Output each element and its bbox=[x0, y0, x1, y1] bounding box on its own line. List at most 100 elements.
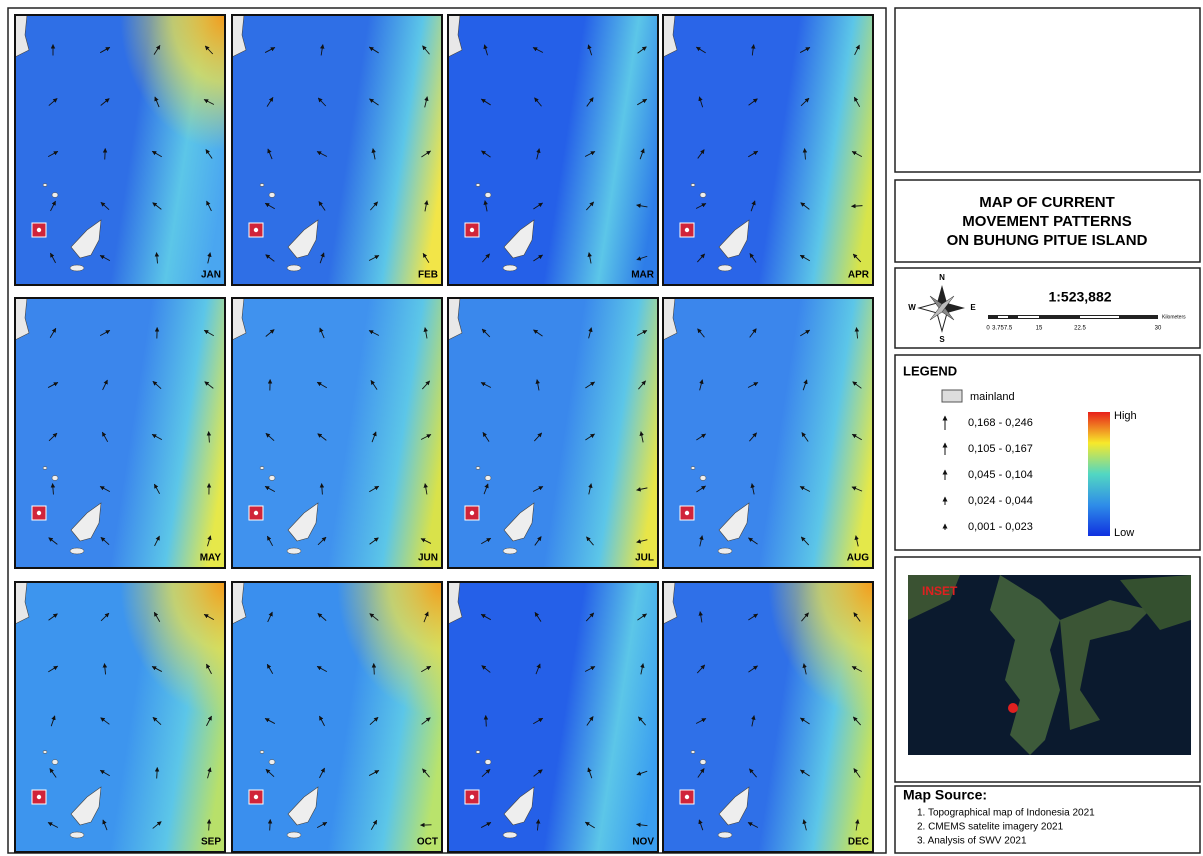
month-label: NOV bbox=[632, 837, 654, 848]
island bbox=[70, 786, 102, 826]
panel-hotspot bbox=[232, 582, 442, 852]
current-arrow bbox=[266, 96, 274, 107]
island bbox=[502, 547, 518, 555]
current-arrow bbox=[480, 822, 492, 828]
current-arrow bbox=[47, 382, 59, 388]
compass-s: S bbox=[939, 335, 945, 344]
current-arrow bbox=[319, 767, 325, 779]
current-arrow bbox=[317, 536, 327, 546]
current-arrow bbox=[801, 432, 809, 442]
island bbox=[259, 750, 265, 754]
source-box bbox=[894, 785, 1201, 854]
current-arrow bbox=[853, 96, 861, 108]
island bbox=[42, 750, 48, 754]
current-arrow bbox=[206, 663, 212, 675]
island bbox=[51, 759, 59, 765]
current-arrow bbox=[855, 819, 860, 831]
current-arrow bbox=[587, 44, 593, 56]
map-panel: DEC bbox=[662, 581, 874, 853]
map-panel: NOV bbox=[447, 581, 659, 853]
current-arrow bbox=[151, 433, 163, 441]
current-arrow bbox=[481, 150, 491, 158]
map-panel: AUG bbox=[662, 297, 874, 569]
island bbox=[503, 786, 535, 826]
site-dot bbox=[684, 794, 690, 800]
current-arrow bbox=[699, 535, 704, 547]
current-arrow bbox=[587, 252, 592, 264]
current-arrow bbox=[586, 716, 594, 726]
current-arrow bbox=[637, 613, 647, 621]
current-arrow bbox=[264, 718, 276, 724]
current-arrow bbox=[101, 431, 109, 443]
current-arrow bbox=[533, 717, 544, 725]
scale-tick-label: 3.75 bbox=[992, 326, 1004, 332]
panel-border bbox=[447, 297, 659, 569]
island bbox=[268, 759, 276, 765]
current-arrow bbox=[534, 97, 542, 107]
current-arrow bbox=[421, 665, 432, 673]
current-arrow bbox=[102, 819, 108, 831]
current-arrow bbox=[152, 716, 162, 726]
island bbox=[718, 502, 750, 542]
current-arrow bbox=[481, 328, 491, 338]
current-arrow bbox=[318, 201, 326, 211]
month-label: JUN bbox=[418, 553, 438, 564]
panel-border bbox=[231, 297, 443, 569]
current-arrow bbox=[424, 96, 429, 108]
current-arrow bbox=[47, 822, 59, 828]
current-arrow bbox=[370, 201, 378, 211]
site-dot bbox=[36, 510, 42, 516]
current-arrow bbox=[371, 148, 376, 160]
current-arrow bbox=[48, 98, 58, 106]
current-arrow bbox=[99, 46, 111, 54]
current-arrow bbox=[852, 381, 862, 389]
current-arrow bbox=[319, 252, 325, 264]
current-arrow bbox=[749, 768, 757, 778]
color-bar bbox=[1088, 412, 1110, 536]
current-arrow bbox=[154, 96, 160, 108]
current-arrow bbox=[421, 717, 431, 725]
current-arrow bbox=[532, 486, 544, 492]
mainland-swatch bbox=[941, 389, 963, 403]
title: MOVEMENT PATTERNS bbox=[962, 213, 1131, 230]
current-arrow bbox=[853, 612, 861, 622]
current-arrow bbox=[851, 151, 863, 157]
inset-map bbox=[908, 575, 1191, 755]
island bbox=[69, 831, 85, 839]
current-arrow bbox=[854, 535, 859, 547]
current-arrow bbox=[423, 611, 429, 623]
current-arrow bbox=[801, 612, 809, 622]
current-arrow bbox=[748, 613, 759, 621]
island bbox=[690, 183, 696, 187]
island bbox=[718, 219, 750, 259]
current-arrow bbox=[799, 47, 811, 53]
current-arrow bbox=[699, 379, 704, 391]
scale-bar bbox=[988, 315, 1158, 319]
title: MAP OF CURRENT bbox=[979, 194, 1115, 211]
current-arrow bbox=[800, 97, 810, 107]
current-arrow bbox=[421, 150, 431, 158]
current-arrow bbox=[696, 253, 706, 263]
panel-fill bbox=[448, 15, 658, 285]
current-arrow bbox=[49, 768, 57, 778]
current-arrow bbox=[265, 329, 275, 337]
current-arrow bbox=[588, 327, 593, 339]
current-arrow bbox=[534, 536, 542, 546]
current-arrow bbox=[206, 715, 212, 727]
current-arrow bbox=[750, 44, 756, 56]
current-arrow bbox=[50, 483, 56, 495]
current-arrow bbox=[422, 768, 430, 778]
month-label: OCT bbox=[417, 837, 438, 848]
current-arrow bbox=[99, 769, 110, 777]
panel-border bbox=[662, 14, 874, 286]
current-arrow bbox=[483, 44, 488, 56]
legend-box bbox=[894, 354, 1201, 551]
current-arrow bbox=[50, 252, 56, 264]
current-arrow bbox=[584, 151, 596, 157]
current-arrow bbox=[423, 483, 428, 495]
current-arrow bbox=[102, 663, 108, 675]
current-arrow bbox=[481, 768, 491, 778]
current-arrow bbox=[800, 536, 810, 546]
current-arrow bbox=[267, 611, 273, 623]
current-arrow bbox=[533, 769, 543, 777]
